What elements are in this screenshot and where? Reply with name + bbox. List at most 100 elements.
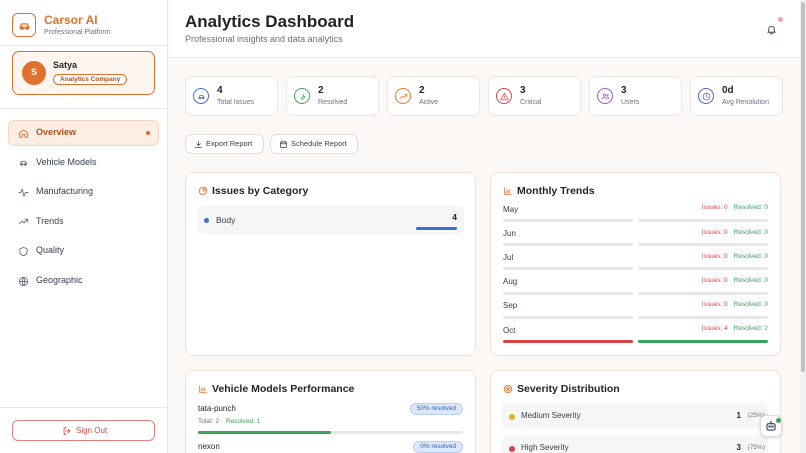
progress-track (198, 431, 463, 434)
panel (185, 172, 476, 356)
stat-icon (198, 94, 204, 99)
action-button[interactable] (185, 134, 264, 154)
severity-name: High Severity (521, 443, 569, 453)
icon-part (279, 141, 287, 148)
icon-part (199, 385, 207, 393)
severity-share: (25%) (747, 411, 765, 419)
icon-part (766, 25, 776, 33)
stat-icon-ring (496, 88, 512, 104)
icon-part (194, 140, 202, 148)
stat-icon-ring (395, 88, 411, 104)
icon-part (504, 187, 512, 195)
month-label: Jun (503, 228, 516, 238)
month-label: Sep (503, 301, 518, 311)
month-label: Jul (503, 253, 514, 262)
action-button[interactable] (270, 134, 358, 154)
model-name: tata-punch (198, 403, 236, 413)
nav-label: Overview (36, 127, 77, 138)
sign-out-icon (63, 426, 71, 435)
panel-title: Vehicle Models Performance (212, 383, 355, 396)
severity-dot (509, 414, 515, 420)
issues-label: Issues: 0 (701, 277, 728, 285)
nav-icon (18, 276, 28, 286)
nav-icon (18, 246, 28, 256)
resolved-label: Resolved: 2 (733, 325, 768, 333)
icon-part (769, 32, 773, 35)
icon-part (23, 219, 28, 223)
model-total: Total: 2 (198, 418, 219, 426)
icon-part (203, 186, 208, 191)
issues-track (503, 291, 633, 295)
resolved-track (638, 219, 768, 222)
icon-part (18, 246, 28, 256)
icon-part (201, 96, 204, 99)
issues-label: Issues: 0 (701, 204, 728, 212)
stat-value: 2 (419, 84, 425, 96)
stat-card (488, 76, 581, 116)
icon-part (606, 96, 609, 99)
active-dot (146, 131, 150, 135)
icon-part (499, 92, 509, 100)
panel-icon (504, 187, 512, 195)
resolved-track (638, 267, 768, 271)
bell-icon[interactable] (766, 24, 777, 35)
month-label: May (503, 204, 519, 214)
stat-icon-ring (698, 88, 714, 104)
icon-part (17, 188, 29, 197)
panel (490, 172, 781, 356)
user-name: Satya (53, 60, 78, 71)
category-name: Body (216, 214, 236, 225)
nav-item[interactable] (8, 209, 159, 235)
resolved-bar (638, 340, 768, 343)
resolved-label: Resolved: 0 (733, 277, 768, 285)
stat-icon (499, 92, 509, 100)
icon-part (63, 426, 71, 435)
stat-value: 3 (520, 84, 526, 96)
stat-label: Total Issues (217, 99, 254, 107)
icon-part (198, 96, 201, 99)
resolved-label: Resolved: 0 (733, 252, 768, 260)
severity-count: 1 (736, 410, 741, 420)
nav-label: Geographic (36, 275, 83, 286)
panel-icon (199, 385, 207, 393)
category-bar (416, 227, 457, 230)
icon-part (602, 93, 606, 96)
model-name: nexon (198, 441, 220, 451)
issues-track (503, 219, 633, 222)
issues-track (503, 267, 633, 271)
logo-box (12, 13, 36, 37)
avatar-initial: S (30, 67, 38, 78)
issues-label: Issues: 0 (701, 301, 728, 309)
nav-label: Manufacturing (36, 186, 94, 197)
page-title: Analytics Dashboard (185, 11, 355, 31)
stat-label: Avg Resolution (722, 99, 769, 107)
icon-part (503, 384, 513, 394)
logo-icon (19, 22, 29, 30)
issues-label: Issues: 4 (701, 325, 728, 333)
icon-part (506, 387, 510, 391)
icon-part (19, 160, 27, 165)
icon-part (705, 93, 708, 98)
severity-row (502, 403, 768, 429)
resolved-label: Resolved: 0 (733, 228, 768, 236)
stat-value: 3 (621, 84, 627, 96)
model-resolved: Resolved: 1 (226, 418, 261, 426)
resolved-label: Resolved: 0 (733, 301, 768, 309)
notification-dot (778, 17, 783, 22)
icon-part (18, 276, 28, 286)
action-icon (194, 140, 202, 148)
nav-item[interactable] (8, 268, 159, 294)
nav-item-active[interactable] (8, 120, 159, 146)
sign-out-label: Sign Out (76, 425, 108, 435)
nav-label: Quality (36, 245, 65, 256)
stat-value: 2 (318, 84, 324, 96)
panel-icon (503, 384, 513, 394)
resolved-label: Resolved: 0 (733, 204, 768, 212)
progress-bar (198, 431, 331, 434)
page-subtitle: Professional insights and data analytics (185, 34, 343, 45)
nav-icon (18, 128, 28, 138)
sign-out-button[interactable] (12, 420, 155, 441)
nav-item[interactable] (8, 238, 159, 264)
issues-track (503, 243, 633, 247)
